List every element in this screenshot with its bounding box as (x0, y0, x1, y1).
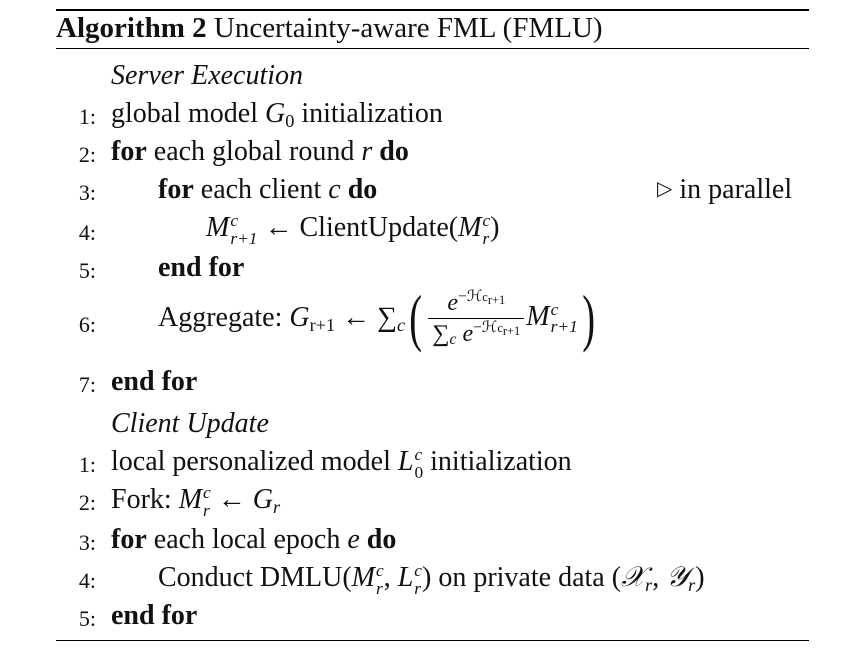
line-number: 5: (78, 606, 96, 631)
server-line-3: 3: for each client c do ▷ in parallel (0, 172, 865, 212)
comment-triangle-icon: ▷ (657, 178, 673, 200)
algorithm-title: Algorithm 2 Uncertainty-aware FML (FMLU) (56, 12, 603, 45)
algorithm-mid-rule (56, 48, 809, 49)
line-number: 2: (78, 490, 96, 515)
line-text: end for (111, 366, 198, 397)
comment: ▷ in parallel (657, 174, 793, 205)
line-number: 4: (78, 220, 96, 245)
server-line-2: 2: for each global round r do (0, 134, 865, 174)
algorithm-top-rule (56, 9, 809, 11)
server-line-7: 7: end for (0, 364, 865, 404)
algorithm-bottom-rule (56, 640, 809, 641)
line-number: 3: (78, 530, 96, 555)
server-line-5: 5: end for (0, 250, 865, 290)
line-text: end for (111, 600, 198, 631)
line-text: global model G0 initialization (111, 98, 443, 131)
line-text: for each client c do (158, 174, 378, 205)
algorithm-title-text: Uncertainty-aware FML (FMLU) (213, 12, 603, 44)
line-number: 1: (78, 104, 96, 129)
server-line-1: 1: global model G0 initialization (0, 96, 865, 136)
line-number: 3: (78, 180, 96, 205)
line-text: for each local epoch e do (111, 524, 397, 555)
line-text: for each global round r do (111, 136, 409, 167)
line-number: 6: (78, 312, 96, 337)
client-heading: Client Update (111, 408, 269, 439)
line-text: end for (158, 252, 245, 283)
client-line-3: 3: for each local epoch e do (0, 522, 865, 562)
line-number: 2: (78, 142, 96, 167)
server-line-6: 6: Aggregate: Gr+1 ← ∑c(e−ℋcr+1 ∑c e−ℋcr+… (0, 282, 865, 366)
algorithm-label: Algorithm 2 (56, 12, 207, 44)
server-heading: Server Execution (111, 60, 304, 91)
line-number: 5: (78, 258, 96, 283)
line-number: 4: (78, 568, 96, 593)
line-number: 1: (78, 452, 96, 477)
client-line-5: 5: end for (0, 598, 865, 638)
line-number: 7: (78, 372, 96, 397)
